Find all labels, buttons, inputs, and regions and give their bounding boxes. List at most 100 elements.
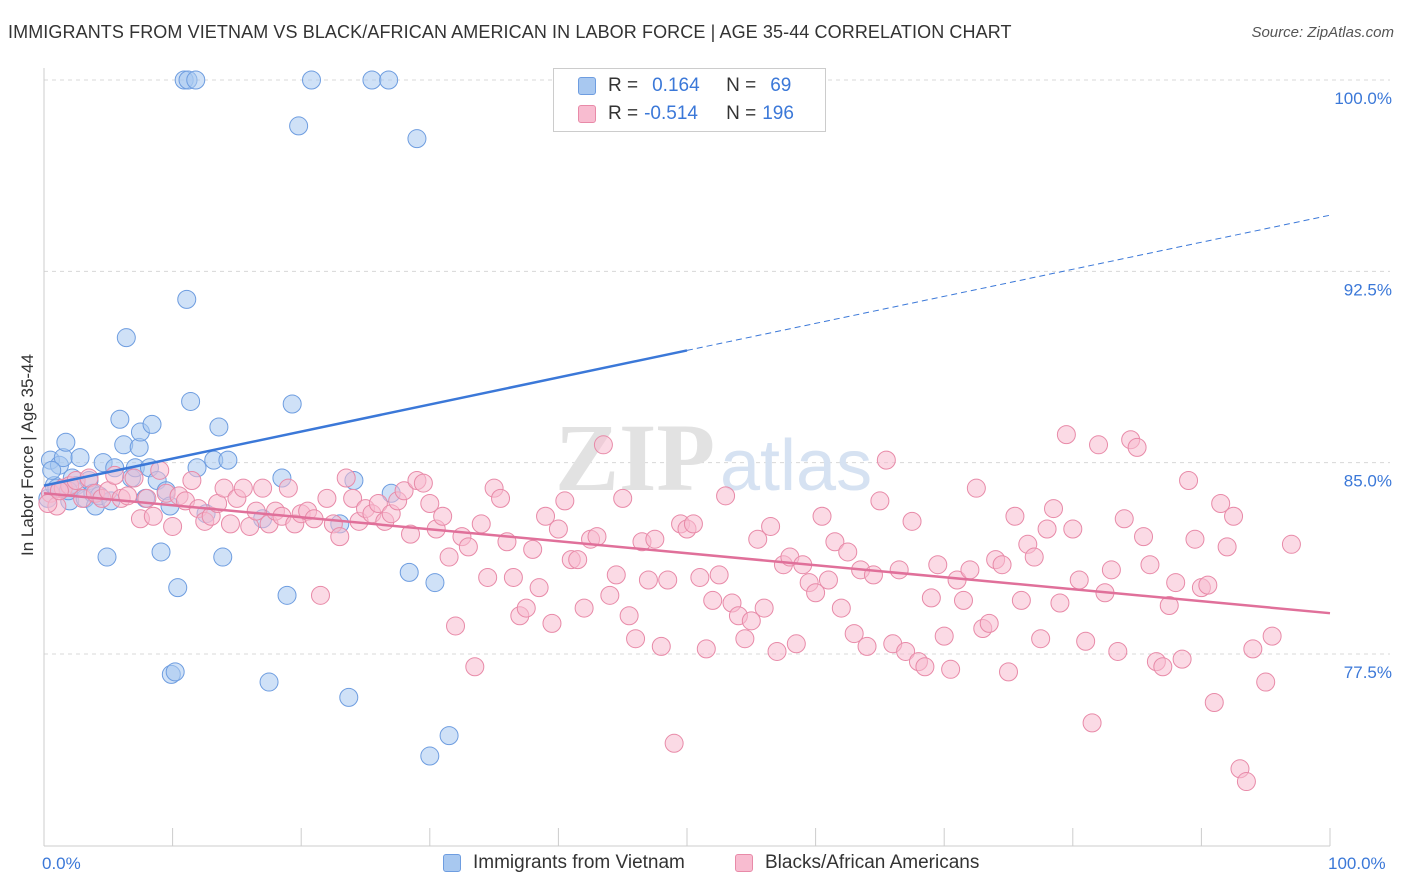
trend-lines [43,214,1331,615]
data-point [1262,626,1282,646]
data-point [503,567,523,587]
data-point [960,560,980,580]
y-axis-label: In Labor Force | Age 35-44 [18,354,37,556]
data-point [619,606,639,626]
data-point [1185,529,1205,549]
chart-source: Source: ZipAtlas.com [1251,24,1394,41]
data-point [1101,560,1121,580]
data-point [696,639,716,659]
data-point [1050,593,1070,613]
data-point [1198,575,1218,595]
data-point [439,726,459,746]
data-point [857,636,877,656]
data-point [658,570,678,590]
data-point [516,598,536,618]
x-tick-label-right: 100.0% [1328,854,1386,873]
data-point [110,409,130,429]
data-point [420,746,440,766]
legend-n-value: 196 [762,103,794,124]
data-point [1224,506,1244,526]
bottom-legend-black: Blacks/African Americans [735,852,979,874]
data-point [568,550,588,570]
data-point [143,506,163,526]
data-point [317,488,337,508]
data-point [825,532,845,552]
data-point [177,289,197,309]
data-point [70,448,90,468]
watermark-zip: ZIP [555,404,715,511]
data-point [301,70,321,90]
data-point [1211,493,1231,513]
data-point [921,588,941,608]
data-point [934,626,954,646]
data-point [433,506,453,526]
data-point [1089,435,1109,455]
data-point [1159,596,1179,616]
series-vietnam-points [38,70,601,766]
data-point [754,598,774,618]
data-point [465,657,485,677]
data-point [838,542,858,562]
data-point [116,328,136,348]
data-point [741,611,761,631]
data-point [748,529,768,549]
data-point [379,70,399,90]
data-point [399,562,419,582]
legend-n-label: N = [726,75,757,96]
watermark-atlas: atlas [720,426,872,506]
data-point [413,473,433,493]
correlation-legend: R = 0.164 N = 69 R = -0.514 N = 196 [553,68,826,132]
y-tick-label: 100.0% [1334,89,1392,108]
data-point [915,657,935,677]
data-point [651,636,671,656]
data-point [253,478,273,498]
data-point [181,391,201,411]
trend-line-vietnam-extension [686,214,1331,351]
data-point [664,733,684,753]
data-point [966,478,986,498]
data-point [529,578,549,598]
data-point [953,590,973,610]
data-point [1044,499,1064,519]
data-point [233,478,253,498]
data-point [593,435,613,455]
data-point [1243,639,1263,659]
y-tick-labels: 100.0% 92.5% 85.0% 77.5% [1334,89,1392,682]
data-point [683,514,703,534]
data-point [870,491,890,511]
data-point [844,624,864,644]
data-point [446,616,466,636]
data-point [471,514,491,534]
data-point [214,478,234,498]
trend-line-vietnam [43,349,688,487]
bottom-legend-swatch-black [735,854,753,872]
chart-title: IMMIGRANTS FROM VIETNAM VS BLACK/AFRICAN… [8,22,1012,42]
data-point [889,560,909,580]
data-point [613,488,633,508]
data-point [1204,692,1224,712]
legend-r-value: -0.514 [644,103,698,124]
data-point [1069,570,1089,590]
data-point [439,547,459,567]
legend-n-value: 69 [770,75,792,96]
data-point [209,417,229,437]
data-point [1056,425,1076,445]
data-point [1134,527,1154,547]
data-point [690,567,710,587]
data-point [896,641,916,661]
data-point [407,129,427,149]
data-point [56,432,76,452]
data-point [1024,547,1044,567]
data-point [992,555,1012,575]
data-point [163,516,183,536]
data-point [343,488,363,508]
data-point [600,585,620,605]
data-point [703,590,723,610]
data-point [42,460,62,480]
bottom-legend-label-black: Blacks/African Americans [765,852,980,873]
data-point [394,481,414,501]
data-point [548,519,568,539]
bottom-legend-swatch-vietnam [443,854,461,872]
data-point [1140,555,1160,575]
